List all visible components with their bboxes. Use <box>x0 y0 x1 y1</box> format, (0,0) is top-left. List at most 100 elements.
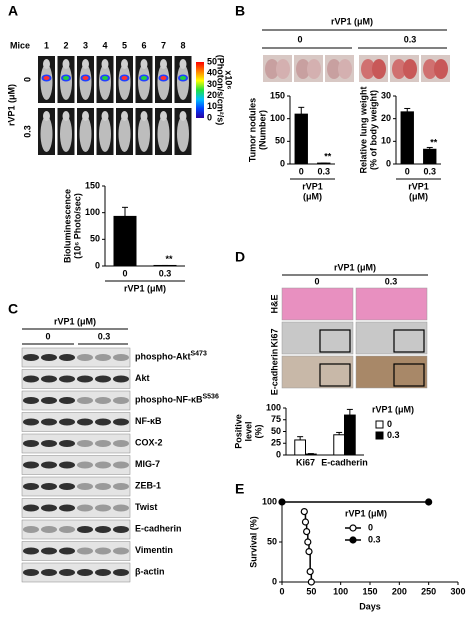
marker <box>278 498 286 506</box>
bar <box>113 215 137 267</box>
lung <box>423 59 437 79</box>
blot-label: β-actin <box>135 567 165 577</box>
panel-label: A <box>8 3 18 19</box>
bar <box>317 162 331 165</box>
mouse-head <box>43 111 50 121</box>
band <box>95 461 111 469</box>
colorbar-tick-label: 10 <box>207 101 217 111</box>
inset <box>319 329 351 353</box>
y-tick-label: 50 <box>275 136 285 146</box>
band <box>41 547 57 555</box>
band <box>113 547 129 555</box>
band <box>41 440 57 447</box>
blot-label: COX-2 <box>135 438 163 448</box>
band <box>113 440 129 447</box>
band <box>113 375 129 383</box>
blot-label: ZEB-1 <box>135 481 161 491</box>
group-label: 0.3 <box>98 331 111 341</box>
blot-name: phospho-NF-κB <box>135 395 203 405</box>
group-label: rVP1 (μM) <box>6 84 16 126</box>
legend-label: 0.3 <box>387 430 400 440</box>
inset <box>393 329 425 353</box>
legend-title: rVP1 (μM) <box>345 508 387 518</box>
blot-name: Twist <box>135 502 157 512</box>
mouse-body <box>60 116 72 152</box>
band <box>59 375 75 383</box>
blot-label: phospho-NF-κBS536 <box>135 393 219 405</box>
marker <box>300 508 308 516</box>
band <box>77 375 93 383</box>
band <box>23 547 39 555</box>
blot <box>21 347 131 368</box>
blot-name: MIG-7 <box>135 459 160 469</box>
mouse-head <box>82 111 89 121</box>
blot-name: phospho-Akt <box>135 352 191 362</box>
colorbar-tick-label: 40 <box>207 68 217 78</box>
blot <box>21 476 131 497</box>
band <box>41 569 57 576</box>
blot <box>21 455 131 475</box>
group-label: 0.3 <box>404 34 417 44</box>
band <box>59 397 75 404</box>
y-axis-label: (% of body weight) <box>368 90 378 170</box>
x-axis-label: rVP1 <box>302 181 323 191</box>
band <box>59 440 75 447</box>
y-tick-label: 0 <box>280 158 285 168</box>
mouse-body <box>99 64 111 100</box>
band <box>23 375 39 383</box>
lung <box>276 59 290 79</box>
colorbar-unit: x10⁶ <box>224 70 234 89</box>
significance-label: ** <box>165 254 173 264</box>
panel-label: B <box>235 3 245 19</box>
band <box>113 354 129 361</box>
y-tick-label: 20 <box>381 113 391 123</box>
mice-label: Mice <box>10 40 30 50</box>
group-label: rVP1 (μM) <box>334 262 376 272</box>
blot <box>21 519 131 540</box>
blot-superscript: S473 <box>191 350 207 357</box>
mouse-body <box>118 64 131 100</box>
band <box>77 418 93 426</box>
y-axis-label: (Number) <box>257 110 267 150</box>
lung <box>372 59 386 79</box>
mouse-head <box>101 59 109 69</box>
bar <box>153 264 177 267</box>
y-tick-label: 0 <box>386 158 391 168</box>
band <box>95 483 111 490</box>
colorbar-label: (Photon/s/cm²/s) <box>216 55 226 126</box>
mouse-number: 5 <box>122 40 127 50</box>
mouse-body <box>138 64 150 100</box>
y-tick-label: 50 <box>271 426 281 436</box>
mouse-body <box>79 64 92 100</box>
legend-title: rVP1 (μM) <box>372 404 414 414</box>
band <box>23 354 39 361</box>
marker <box>303 527 311 536</box>
x-tick-label: 0.3 <box>423 166 436 176</box>
y-tick-label: 150 <box>85 180 100 190</box>
marker <box>425 498 433 506</box>
x-tick-label: 0 <box>299 166 304 176</box>
y-tick-label: 10 <box>381 136 391 146</box>
mouse-head <box>43 59 50 69</box>
legend-label: 0 <box>387 419 392 429</box>
band <box>23 483 39 490</box>
x-tick-label: 50 <box>306 586 316 596</box>
stain-label: E-cadherin <box>269 349 279 396</box>
y-axis-label: Relative lung weight <box>358 86 368 173</box>
blot <box>21 562 131 583</box>
bar <box>294 439 306 456</box>
band <box>77 504 93 512</box>
blot-label: Akt <box>135 373 150 383</box>
legend-label: 0.3 <box>368 534 381 544</box>
band <box>95 547 111 555</box>
blot-label: E-cadherin <box>135 524 182 534</box>
band <box>95 440 111 447</box>
x-tick-label: 0 <box>122 268 127 278</box>
y-tick-label: 0 <box>272 576 277 586</box>
histology-image <box>355 321 428 355</box>
histology-image <box>281 287 354 321</box>
band <box>77 397 93 404</box>
panel-label: C <box>8 301 18 317</box>
band <box>95 569 111 576</box>
